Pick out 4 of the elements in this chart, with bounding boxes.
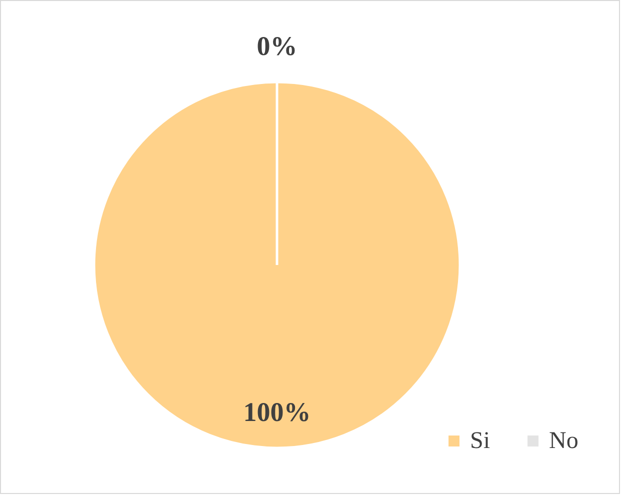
data-label: 100% <box>243 397 311 427</box>
legend-label: Si <box>470 428 490 454</box>
text: 0% <box>256 31 298 61</box>
legend-label: No <box>549 428 578 454</box>
